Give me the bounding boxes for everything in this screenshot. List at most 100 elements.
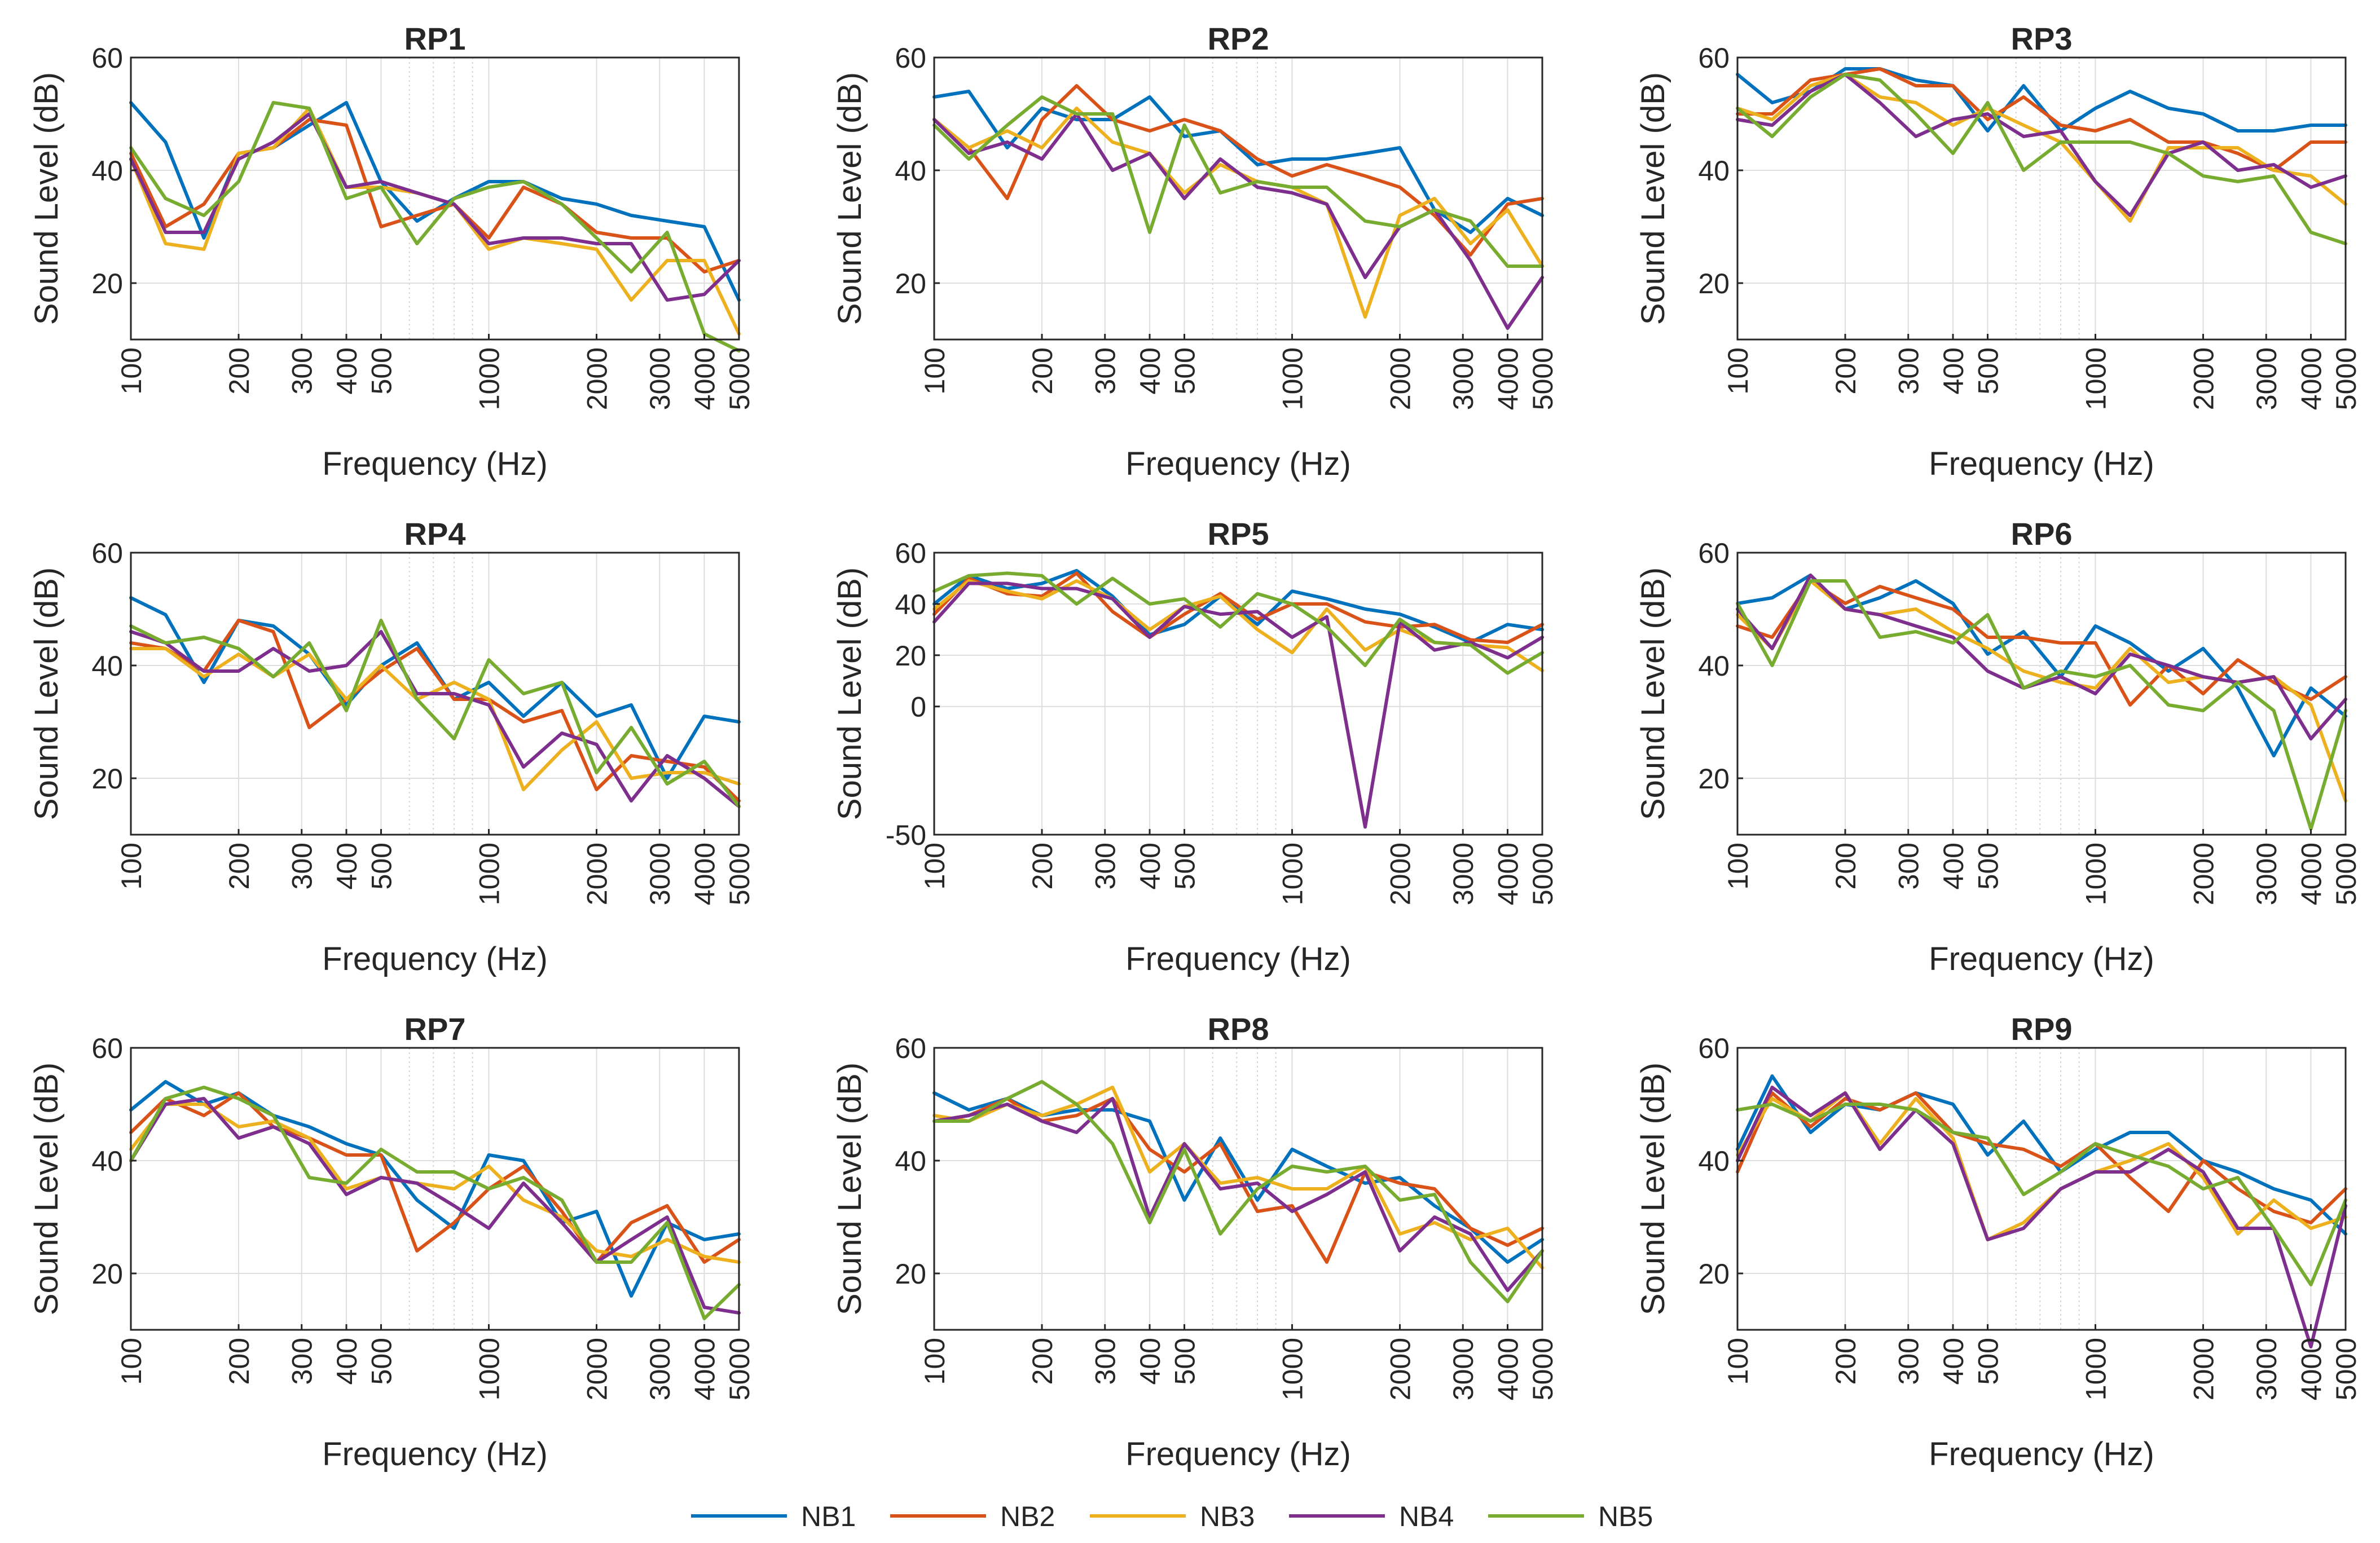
- x-tick-label: 2000: [2188, 843, 2220, 905]
- series-line-nb4: [1736, 1086, 2347, 1348]
- x-tick-label: 3000: [2251, 843, 2282, 905]
- x-tick-label: 1000: [474, 1338, 505, 1400]
- series-line-nb5: [129, 101, 741, 352]
- x-tick-label: 5000: [724, 1338, 755, 1400]
- plot-area: [934, 1048, 1542, 1330]
- x-tick-label: 3000: [1448, 843, 1479, 905]
- series-lines: [1736, 1074, 2347, 1348]
- y-tick-label: 60: [91, 42, 123, 74]
- series-lines: [129, 596, 741, 808]
- axes-box: [130, 1047, 740, 1331]
- plot-area: [934, 553, 1542, 835]
- panel-title: RP5: [1208, 516, 1269, 552]
- legend-item-nb1: NB1: [691, 1501, 856, 1532]
- y-tick-label: 60: [895, 537, 926, 569]
- y-tick-label: 40: [91, 650, 123, 682]
- x-tick-label: 5000: [2330, 843, 2362, 905]
- x-tick-label: 300: [1090, 843, 1121, 889]
- legend-label: NB4: [1399, 1501, 1454, 1532]
- x-tick-label: 1000: [474, 843, 505, 905]
- series-lines: [932, 84, 1544, 330]
- x-tick-label: 5000: [1527, 1338, 1559, 1400]
- panel-title: RP4: [404, 516, 466, 552]
- x-tick-label: 4000: [689, 347, 721, 410]
- x-tick-label: 200: [223, 843, 255, 889]
- series-lines: [129, 101, 741, 352]
- y-axis-label: Sound Level (dB): [832, 1063, 868, 1315]
- x-tick-label: 200: [1830, 843, 1862, 889]
- plot-area: [1737, 58, 2346, 340]
- panel-rp3: 20 40 60 100 200 300 400 500 1000 2000 3000 4000 500…: [1635, 21, 2362, 482]
- y-tick-label: 40: [895, 155, 926, 187]
- y-axis-label: Sound Level (dB): [28, 567, 65, 820]
- x-tick-label: 4000: [689, 1338, 721, 1400]
- series-line-nb5: [932, 1080, 1544, 1303]
- x-axis-label: Frequency (Hz): [1125, 941, 1351, 977]
- series-line-nb4: [129, 630, 741, 808]
- x-tick-label: 500: [366, 843, 398, 889]
- x-tick-label: 200: [1027, 347, 1058, 394]
- panel-title: RP2: [1208, 21, 1269, 56]
- legend-item-nb3: NB3: [1090, 1501, 1255, 1532]
- plot-area: [934, 58, 1542, 340]
- x-tick-label: 500: [1973, 1338, 2004, 1385]
- x-tick-label: 300: [287, 843, 318, 889]
- axes-box: [1736, 1047, 2347, 1331]
- x-tick-label: 400: [331, 1338, 363, 1385]
- series-line-nb2: [129, 118, 741, 274]
- x-tick-label: 100: [919, 347, 951, 394]
- x-axis-label: Frequency (Hz): [322, 941, 548, 977]
- panel-title: RP6: [2011, 516, 2073, 552]
- x-axis-label: Frequency (Hz): [322, 1436, 548, 1473]
- x-tick-label: 400: [331, 843, 363, 889]
- x-tick-label: 4000: [1493, 347, 1524, 410]
- x-tick-label: 300: [1893, 843, 1925, 889]
- y-tick-label: 20: [895, 1258, 926, 1290]
- x-tick-label: 100: [1722, 843, 1754, 889]
- legend-item-nb5: NB5: [1488, 1501, 1653, 1532]
- legend-label: NB5: [1598, 1501, 1653, 1532]
- x-tick-label: 5000: [1527, 843, 1559, 905]
- x-axis-label: Frequency (Hz): [1929, 941, 2154, 977]
- x-tick-label: 3000: [1448, 1338, 1479, 1400]
- legend-item-nb4: NB4: [1289, 1501, 1454, 1532]
- panel-rp2: 20 40 60 100 200 300 400 500 1000 2000 3000 4000 500…: [832, 21, 1559, 482]
- y-tick-label: 20: [91, 268, 123, 299]
- series-lines: [129, 1080, 741, 1320]
- y-tick-label: 20: [895, 640, 926, 672]
- axes-box: [1736, 56, 2347, 341]
- x-tick-label: 400: [1938, 843, 1969, 889]
- x-tick-label: 400: [1134, 1338, 1166, 1385]
- series-line-nb4: [1736, 574, 2347, 740]
- y-axis-label: Sound Level (dB): [1635, 72, 1671, 325]
- series-line-nb5: [932, 95, 1544, 268]
- y-axis-label: Sound Level (dB): [1635, 1063, 1671, 1315]
- series-lines: [1736, 574, 2347, 831]
- series-line-nb4: [129, 1097, 741, 1315]
- x-tick-label: 4000: [2296, 1338, 2328, 1400]
- y-tick-label: 40: [91, 155, 123, 187]
- x-tick-label: 2000: [1385, 843, 1416, 905]
- x-tick-label: 2000: [2188, 1338, 2220, 1400]
- x-tick-label: 5000: [2330, 347, 2362, 410]
- y-tick-label: 40: [91, 1145, 123, 1177]
- x-tick-label: 100: [1722, 1338, 1754, 1385]
- x-axis-label: Frequency (Hz): [1929, 446, 2154, 482]
- x-tick-label: 2000: [582, 843, 613, 905]
- x-tick-label: 1000: [1277, 347, 1309, 410]
- x-tick-label: 300: [287, 1338, 318, 1385]
- y-axis-label: Sound Level (dB): [28, 1063, 65, 1315]
- x-tick-label: 2000: [1385, 1338, 1416, 1400]
- plot-area: [1737, 1048, 2346, 1330]
- y-tick-label: 60: [1698, 1033, 1730, 1064]
- y-axis-label: Sound Level (dB): [832, 567, 868, 820]
- x-axis-label: Frequency (Hz): [1125, 446, 1351, 482]
- x-tick-label: 1000: [2080, 843, 2112, 905]
- y-tick-label: 60: [1698, 537, 1730, 569]
- x-tick-label: 300: [1090, 347, 1121, 394]
- panel-title: RP9: [2011, 1011, 2073, 1047]
- x-axis-label: Frequency (Hz): [1125, 1436, 1351, 1473]
- series-line-nb4: [932, 581, 1544, 829]
- legend-label: NB1: [801, 1501, 856, 1532]
